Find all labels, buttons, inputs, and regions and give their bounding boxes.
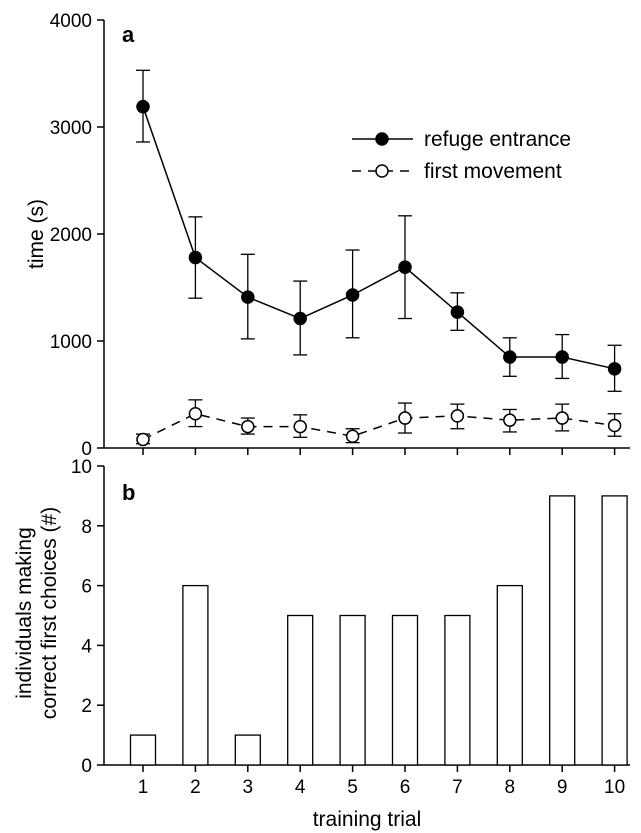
data-point [188,250,203,265]
panel-a-x-ticks [142,448,616,455]
bar [549,495,576,766]
data-point [293,311,307,326]
bar [601,495,628,766]
panel-b-bars [129,495,628,766]
legend-label-refuge-entrance: refuge entrance [424,128,571,151]
panel-b-y-tick-label: 8 [81,517,92,538]
panel-b-y-tick-label: 0 [81,756,92,777]
data-point [136,432,150,447]
panel-b-y-tick-label: 10 [71,457,92,478]
legend-marker-first-movement [375,164,389,178]
panel-b-x-tick-label: 1 [138,777,149,798]
panel-b-y-ticks: 0 2 4 6 8 10 [71,457,104,777]
series-first-movement [136,399,622,447]
panel-b-y-tick-label: 4 [81,636,92,657]
panel-b-x-tick-label: 6 [400,777,411,798]
panel-a-legend: refuge entrance first movement [352,128,571,183]
series-refuge-entrance [136,69,622,392]
bar [129,734,157,766]
data-point [555,411,569,425]
panel-a-y-tick-label: 4000 [50,11,92,32]
data-point [503,350,517,364]
panel-b-letter: b [122,480,135,505]
panel-b-x-ticks: 1 2 3 4 5 6 7 8 9 10 [138,765,625,798]
panel-a-y-tick-label: 0 [81,439,92,460]
legend-marker-refuge-entrance [375,132,389,146]
panel-a-y-ticks: 0 1000 2000 3000 4000 [50,11,104,460]
panel-b-x-tick-label: 8 [505,777,516,798]
panel-a-y-axis-title: time (s) [25,199,48,269]
data-point [503,413,517,427]
panel-a-y-tick-label: 2000 [50,225,92,246]
panel-a-letter: a [122,22,135,47]
data-point [345,429,360,443]
data-point [398,411,412,425]
data-point [345,288,360,302]
data-point [293,419,307,434]
panel-a-y-tick-label: 1000 [50,332,92,353]
bar [234,734,261,766]
bar [287,614,314,766]
data-point [607,418,622,433]
data-point [607,362,622,376]
panel-b-x-tick-label: 4 [295,777,306,798]
data-point [450,409,465,423]
panel-b-y-axis-title-line2: correct first choices (#) [38,507,61,719]
panel-b-x-tick-label: 10 [604,777,625,798]
data-point [555,350,569,364]
data-point [136,99,150,114]
legend-label-first-movement: first movement [424,160,562,183]
data-point [188,407,203,421]
panel-b-y-tick-label: 6 [81,577,92,598]
panel-b-y-axis-title-line1: individuals making [13,527,36,699]
panel-b-x-tick-label: 2 [190,777,201,798]
panel-a-series [136,69,622,447]
panel-a-line-chart: 0 1000 2000 3000 4000 a time (s) refuge entr… [25,11,630,460]
panel-b-y-tick-label: 2 [81,696,92,717]
data-point [398,260,412,274]
bar [444,614,471,766]
panel-b-x-tick-label: 9 [557,777,568,798]
bar [339,614,366,766]
panel-b-x-tick-label: 7 [452,777,463,798]
series-line [142,412,615,441]
bar [182,584,209,766]
series-line [142,106,615,370]
panel-a-y-tick-label: 3000 [50,118,92,139]
data-point [241,290,255,304]
panel-b-x-axis-title: training trial [313,808,422,831]
bar [496,584,523,766]
data-point [450,305,465,319]
panel-b-x-tick-label: 5 [347,777,358,798]
data-point [241,419,255,434]
bar [391,614,419,766]
panel-b-x-tick-label: 3 [243,777,254,798]
